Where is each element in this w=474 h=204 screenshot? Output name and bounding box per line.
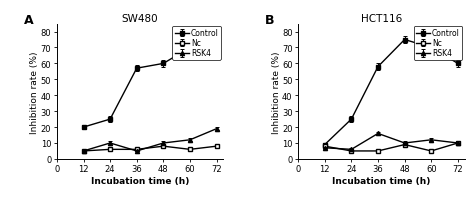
Legend: Control, Nc, RSK4: Control, Nc, RSK4 (414, 27, 462, 60)
Y-axis label: Inhibition rate (%): Inhibition rate (%) (272, 51, 281, 133)
X-axis label: Incubation time (h): Incubation time (h) (332, 176, 430, 185)
Text: B: B (265, 14, 274, 27)
Y-axis label: Inhibition rate (%): Inhibition rate (%) (30, 51, 39, 133)
Title: SW480: SW480 (122, 14, 158, 24)
Title: HCT116: HCT116 (361, 14, 402, 24)
Legend: Control, Nc, RSK4: Control, Nc, RSK4 (173, 27, 221, 60)
X-axis label: Incubation time (h): Incubation time (h) (91, 176, 189, 185)
Text: A: A (24, 14, 33, 27)
